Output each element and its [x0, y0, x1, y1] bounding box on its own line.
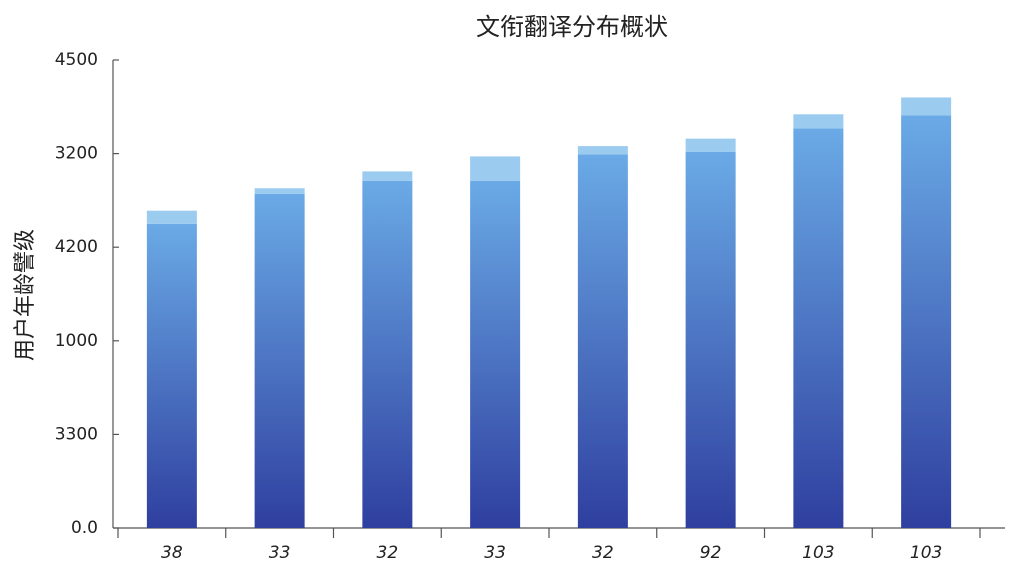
bar-segment — [901, 97, 952, 116]
bar-segment — [146, 223, 197, 529]
bar-segment — [793, 128, 844, 528]
bar-segment — [470, 156, 521, 181]
y-tick-label: 3300 — [55, 424, 98, 444]
x-tick-label: 38 — [161, 543, 183, 563]
bar-segment — [254, 193, 305, 528]
x-tick-label: 103 — [802, 543, 834, 563]
bar-segment — [685, 138, 736, 152]
bar-segment — [362, 180, 413, 528]
bar-segment — [362, 171, 413, 181]
y-axis-label: 用户年龄譬级 — [13, 229, 38, 361]
y-tick-label: 3200 — [55, 144, 98, 164]
bar-segment — [577, 146, 628, 155]
y-tick-label: 4500 — [55, 50, 98, 70]
x-tick-label: 33 — [484, 543, 506, 563]
bar-segment — [254, 188, 305, 194]
chart-title: 文衔翻译分布概状 — [476, 13, 668, 41]
bar-segment — [577, 154, 628, 528]
x-tick-label: 32 — [592, 543, 614, 563]
x-tick-label: 32 — [377, 543, 399, 563]
bar-segment — [685, 151, 736, 528]
x-tick-label: 103 — [910, 543, 942, 563]
bar-segment — [793, 114, 844, 129]
y-tick-label: 4200 — [55, 237, 98, 257]
bar-segment — [901, 115, 952, 528]
bar-segment — [146, 210, 197, 224]
bar-segment — [470, 180, 521, 528]
x-tick-label: 33 — [269, 543, 291, 563]
x-tick-label: 92 — [700, 543, 722, 563]
y-tick-label: 0.0 — [71, 518, 98, 538]
y-tick-label: 1000 — [55, 331, 98, 351]
